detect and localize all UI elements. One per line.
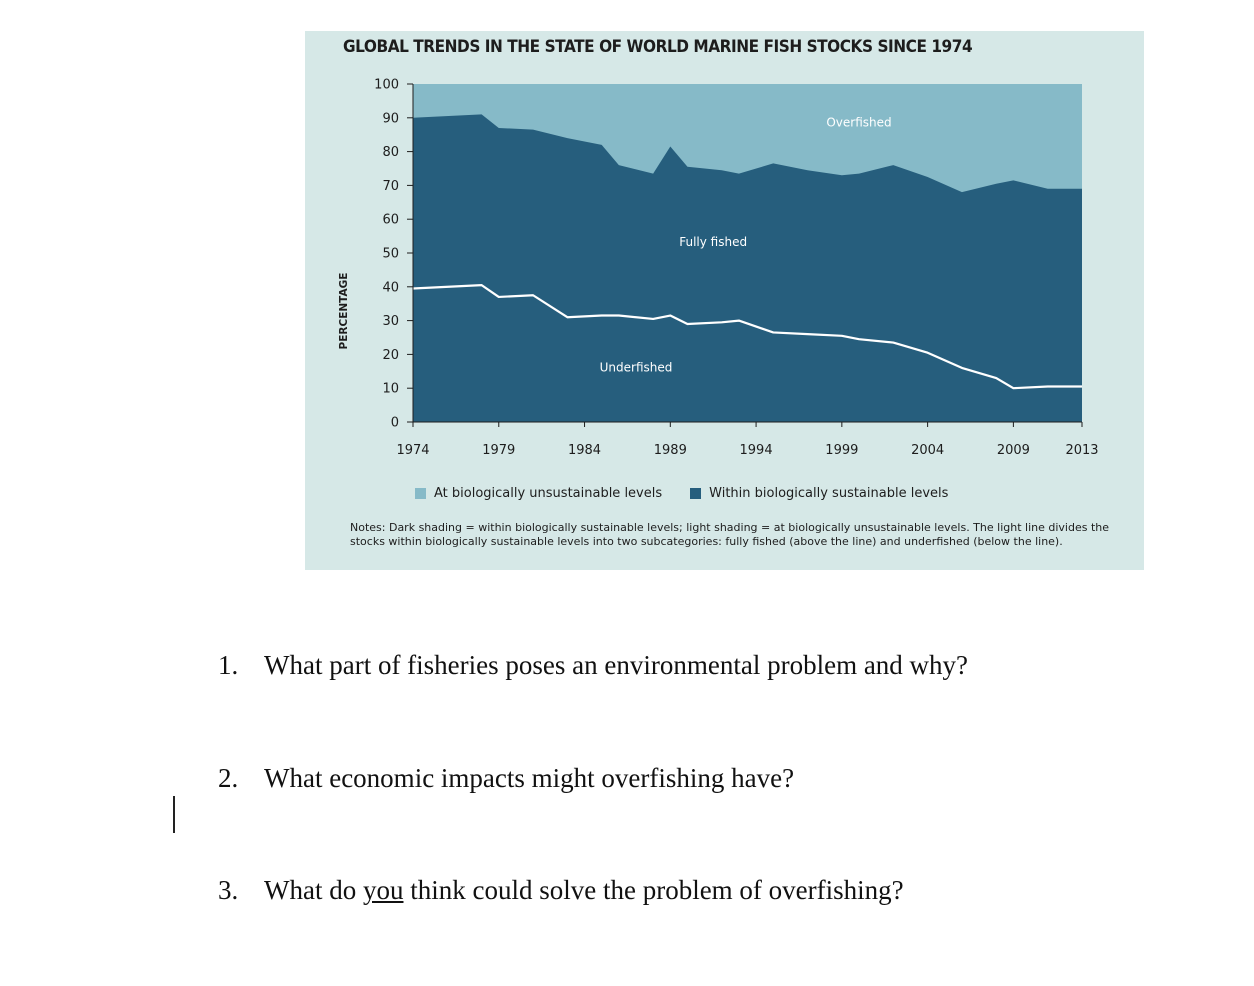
x-tick-label: 1989 bbox=[654, 443, 687, 458]
x-tick-label: 1999 bbox=[825, 443, 858, 458]
question-3-underlined-word: you bbox=[362, 875, 404, 905]
question-1: 1. What part of fisheries poses an enviro… bbox=[218, 650, 968, 681]
y-tick-label: 50 bbox=[382, 247, 399, 262]
question-3-number: 3. bbox=[218, 875, 239, 905]
y-tick-label: 0 bbox=[391, 416, 399, 431]
y-tick-label: 70 bbox=[382, 179, 399, 194]
area-label-underfished: Underfished bbox=[600, 360, 673, 374]
chart-legend: At biologically unsustainable levels Wit… bbox=[415, 486, 976, 501]
x-tick-label: 2004 bbox=[911, 443, 944, 458]
chart-notes: Notes: Dark shading = within biologicall… bbox=[350, 521, 1109, 548]
y-tick-label: 40 bbox=[382, 280, 399, 295]
y-tick-label: 80 bbox=[382, 145, 399, 160]
question-3-text-after: think could solve the problem of overfis… bbox=[403, 875, 904, 905]
area-label-fully-fished: Fully fished bbox=[679, 235, 747, 249]
question-2: 2. What economic impacts might overfishin… bbox=[218, 763, 794, 794]
chart-plot: 0 10 20 30 40 50 60 70 80 90 100 1974 1979 1984 1989 19… bbox=[374, 78, 1098, 459]
y-tick-label: 60 bbox=[382, 213, 399, 228]
x-tick-label: 1974 bbox=[396, 443, 429, 458]
chart-title: GLOBAL TRENDS IN THE STATE OF WORLD MARI… bbox=[343, 37, 973, 56]
x-tick-label: 2009 bbox=[997, 443, 1030, 458]
legend-swatch-sustainable bbox=[690, 488, 702, 499]
question-2-text: What economic impacts might overfishing … bbox=[264, 763, 795, 793]
question-1-text: What part of fisheries poses an environm… bbox=[264, 650, 969, 680]
text-cursor[interactable] bbox=[173, 796, 175, 833]
question-1-number: 1. bbox=[218, 650, 239, 680]
y-axis-label: PERCENTAGE bbox=[338, 272, 350, 350]
legend-item-sustainable: Within biologically sustainable levels bbox=[690, 486, 948, 501]
legend-label-sustainable: Within biologically sustainable levels bbox=[709, 486, 949, 501]
chart-figure: GLOBAL TRENDS IN THE STATE OF WORLD MARI… bbox=[305, 31, 1144, 570]
x-tick-label: 2013 bbox=[1065, 443, 1098, 458]
area-label-overfished: Overfished bbox=[826, 115, 891, 129]
sustainable-area bbox=[413, 114, 1082, 423]
y-tick-label: 90 bbox=[382, 111, 399, 126]
legend-label-unsustainable: At biologically unsustainable levels bbox=[434, 486, 663, 501]
question-2-number: 2. bbox=[218, 763, 239, 793]
question-3-text-before: What do bbox=[264, 875, 363, 905]
x-tick-label: 1994 bbox=[740, 443, 773, 458]
legend-swatch-unsustainable bbox=[415, 488, 426, 499]
y-tick-label: 10 bbox=[382, 382, 399, 397]
x-tick-label: 1984 bbox=[568, 443, 601, 458]
y-tick-label: 30 bbox=[382, 314, 399, 329]
x-tick-label: 1979 bbox=[482, 443, 515, 458]
legend-item-unsustainable: At biologically unsustainable levels bbox=[415, 486, 662, 501]
y-tick-label: 100 bbox=[374, 78, 399, 93]
y-tick-label: 20 bbox=[382, 348, 399, 363]
question-3: 3. What do you think could solve the prob… bbox=[218, 875, 904, 906]
underfished-divider-line bbox=[412, 284, 1082, 390]
